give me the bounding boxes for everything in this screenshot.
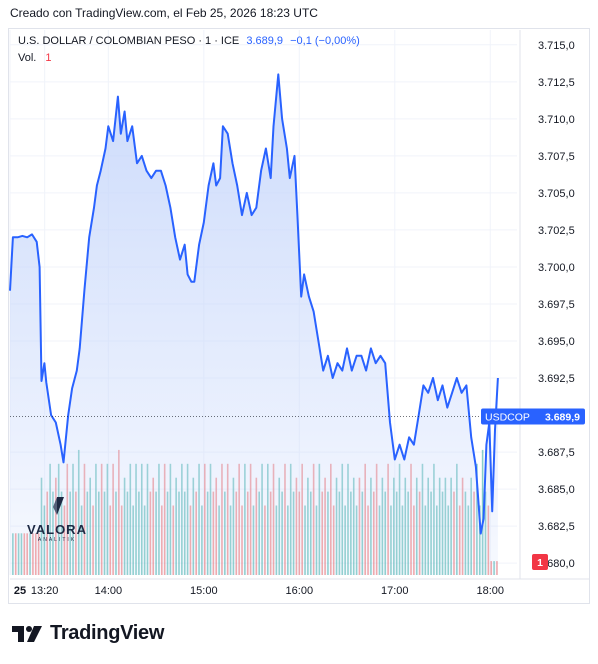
legend-change: −0,1 (−0,00%)	[290, 35, 360, 47]
volume-tag-value: 1	[537, 557, 543, 569]
y-tick-label: 3.700,0	[538, 262, 575, 274]
x-tick-label: 16:00	[286, 585, 314, 597]
chart-legend: U.S. DOLLAR / COLOMBIAN PESO · 1 · ICE 3…	[18, 35, 360, 47]
x-tick-label: 14:00	[95, 585, 123, 597]
volume-tag-bg	[532, 554, 548, 570]
y-tick-label: 3.710,0	[538, 114, 575, 126]
y-tick-label: 3.702,5	[538, 225, 575, 237]
tradingview-logo-icon	[12, 625, 42, 642]
y-tick-label: 3.705,0	[538, 188, 575, 200]
y-tick-label: 3.682,5	[538, 521, 575, 533]
x-tick-label: 13:20	[31, 585, 59, 597]
tradingview-logo[interactable]: TradingView	[12, 622, 164, 645]
creator-caption: Creado con TradingView.com, el Feb 25, 2…	[10, 6, 318, 20]
price-tag-value: 3.689,9	[545, 412, 580, 424]
price-area-fill	[10, 74, 498, 576]
volume-legend: Vol. 1	[18, 52, 52, 64]
legend-last-value: 3.689,9	[246, 35, 284, 47]
volume-label[interactable]: Vol.	[18, 52, 37, 64]
x-tick-label: 15:00	[190, 585, 218, 597]
x-tick-label: 17:00	[381, 585, 409, 597]
valora-watermark: VALORA ANALITIK	[22, 495, 92, 543]
price-tag-bg	[481, 408, 585, 425]
tradingview-brand: TradingView	[50, 622, 165, 644]
volume-value: 1	[45, 52, 52, 64]
y-tick-label: 3.707,5	[538, 151, 575, 163]
y-tick-label: 3.715,0	[538, 40, 575, 52]
y-tick-label: 3.692,5	[538, 373, 575, 385]
volume-bar	[481, 449, 484, 575]
y-tick-label: 3.712,5	[538, 77, 575, 89]
y-tick-label: 3.685,0	[538, 484, 575, 496]
valora-name: VALORA	[27, 522, 87, 537]
x-tick-label: 18:00	[476, 585, 504, 597]
legend-symbol[interactable]: U.S. DOLLAR / COLOMBIAN PESO · 1 · ICE	[18, 35, 240, 47]
price-tag-ticker: USDCOP	[485, 412, 530, 424]
y-tick-label: 3.697,5	[538, 299, 575, 311]
price-line	[9, 73, 499, 535]
valora-subtitle: ANALITIK	[37, 537, 77, 543]
x-tick-label: 25	[14, 585, 26, 597]
y-tick-label: 3.687,5	[538, 447, 575, 459]
y-tick-label: 3.695,0	[538, 336, 575, 348]
valora-logo-icon	[53, 497, 64, 515]
